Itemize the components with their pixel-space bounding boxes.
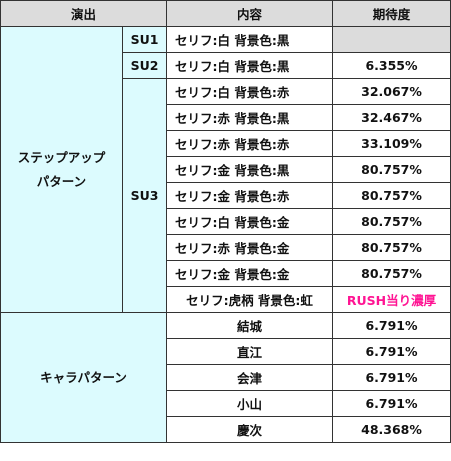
content-cell: セリフ:赤 背景色:黒 — [166, 104, 334, 131]
chara-name-cell: 直江 — [166, 338, 334, 365]
sub-su3: SU3 — [121, 78, 168, 313]
category-stepup-line2: パターン — [36, 173, 87, 189]
content-cell: セリフ:白 背景色:黒 — [166, 26, 334, 53]
content-cell: セリフ:金 背景色:赤 — [166, 182, 334, 209]
category-stepup-line1: ステップアップ — [17, 149, 106, 165]
table-row: SU3 セリフ:白 背景色:赤 32.067% — [1, 78, 451, 313]
header-content: 内容 — [166, 0, 334, 27]
table-row: ステップアップ パターン SU1 セリフ:白 背景色:黒 — [0, 26, 451, 313]
table-row: 会津 6.791% — [1, 364, 451, 391]
sub-su2: SU2 — [121, 52, 168, 79]
value-cell: 6.791% — [332, 364, 451, 391]
content-cell: セリフ:虎柄 背景色:虹 — [166, 286, 334, 313]
table-row: セリフ:白 背景色:金 80.757% — [1, 208, 451, 235]
content-cell: セリフ:白 背景色:黒 — [166, 52, 334, 79]
chara-name-cell: 結城 — [166, 312, 334, 339]
content-cell: セリフ:白 背景色:金 — [166, 208, 334, 235]
value-cell: 6.791% — [332, 390, 451, 417]
value-cell: 33.109% — [332, 130, 451, 157]
chara-name-cell: 慶次 — [166, 416, 334, 443]
value-cell: 80.757% — [332, 234, 451, 261]
header-row: 演出 内容 期待度 — [0, 0, 451, 27]
header-expectation: 期待度 — [332, 0, 451, 27]
value-cell: 32.067% — [332, 78, 451, 105]
value-cell: 6.355% — [332, 52, 451, 79]
value-cell: 80.757% — [332, 260, 451, 287]
table-row: セリフ:金 背景色:赤 80.757% — [1, 182, 451, 209]
value-cell-empty — [332, 26, 451, 53]
content-cell: セリフ:白 背景色:赤 — [166, 78, 334, 105]
value-cell: 6.791% — [332, 312, 451, 339]
category-stepup: ステップアップ パターン — [0, 26, 123, 313]
table-row: 小山 6.791% — [1, 390, 451, 417]
chara-name-cell: 小山 — [166, 390, 334, 417]
table-row: 直江 6.791% — [1, 338, 451, 365]
table-row: セリフ:虎柄 背景色:虹 RUSH当り濃厚 — [1, 286, 451, 313]
table-row: SU2 セリフ:白 背景色:黒 6.355% — [1, 52, 451, 79]
expectation-table: 演出 内容 期待度 ステップアップ パターン SU1 セリフ:白 背景色:黒 S… — [0, 0, 451, 443]
value-cell: 80.757% — [332, 182, 451, 209]
category-chara: キャラパターン — [0, 312, 168, 443]
table-row: 慶次 48.368% — [1, 416, 451, 443]
table-row: セリフ:赤 背景色:黒 32.467% — [1, 104, 451, 131]
value-cell: 32.467% — [332, 104, 451, 131]
content-cell: セリフ:金 背景色:黒 — [166, 156, 334, 183]
chara-name-cell: 会津 — [166, 364, 334, 391]
value-cell: 80.757% — [332, 208, 451, 235]
table-row: セリフ:金 背景色:金 80.757% — [1, 260, 451, 287]
table-row: セリフ:赤 背景色:赤 33.109% — [1, 130, 451, 157]
content-cell: セリフ:赤 背景色:赤 — [166, 130, 334, 157]
content-cell: セリフ:赤 背景色:金 — [166, 234, 334, 261]
value-cell: 6.791% — [332, 338, 451, 365]
value-cell: 80.757% — [332, 156, 451, 183]
header-performance: 演出 — [0, 0, 168, 27]
content-cell: セリフ:金 背景色:金 — [166, 260, 334, 287]
value-cell: 48.368% — [332, 416, 451, 443]
table-row: キャラパターン 結城 6.791% — [0, 312, 451, 443]
table-row: セリフ:金 背景色:黒 80.757% — [1, 156, 451, 183]
value-cell-rush: RUSH当り濃厚 — [332, 286, 451, 313]
sub-su1: SU1 — [121, 26, 168, 53]
